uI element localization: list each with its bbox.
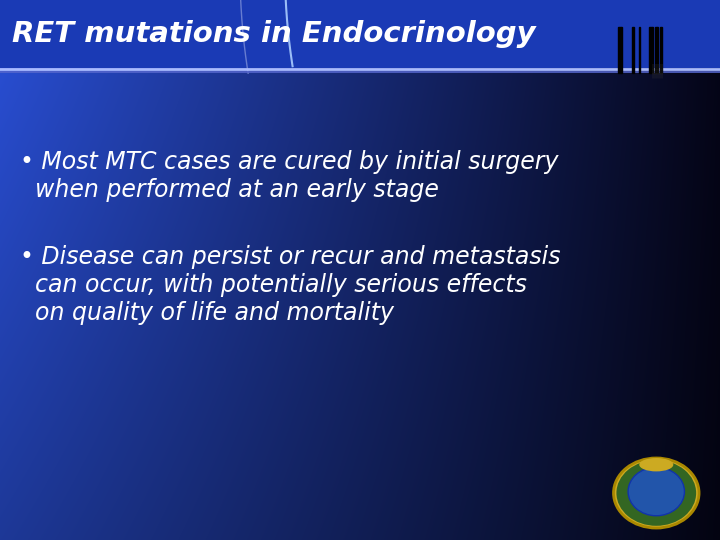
Bar (652, 27, 653, 73)
Text: RET mutations in Endocrinology: RET mutations in Endocrinology (12, 20, 536, 48)
Bar (632, 27, 634, 73)
Bar (649, 27, 652, 73)
Text: • Disease can persist or recur and metastasis: • Disease can persist or recur and metas… (20, 245, 560, 269)
Bar (639, 27, 640, 73)
Text: ||||||: |||||| (652, 68, 663, 73)
Bar (0, 0, 720, 68)
Text: when performed at an early stage: when performed at an early stage (20, 178, 439, 202)
Ellipse shape (639, 458, 673, 471)
Text: • Most MTC cases are cured by initial surgery: • Most MTC cases are cured by initial su… (20, 150, 559, 174)
Bar (657, 27, 658, 73)
Text: ||||||: |||||| (652, 63, 663, 69)
Bar (655, 27, 657, 73)
Text: on quality of life and mortality: on quality of life and mortality (20, 301, 394, 325)
Bar (618, 27, 621, 73)
Text: ||||||: |||||| (652, 72, 663, 78)
Ellipse shape (616, 460, 696, 526)
Ellipse shape (628, 467, 685, 516)
Bar (621, 27, 622, 73)
Text: can occur, with potentially serious effects: can occur, with potentially serious effe… (20, 273, 527, 297)
Polygon shape (300, 0, 719, 64)
Bar (660, 27, 662, 73)
Ellipse shape (613, 458, 699, 528)
